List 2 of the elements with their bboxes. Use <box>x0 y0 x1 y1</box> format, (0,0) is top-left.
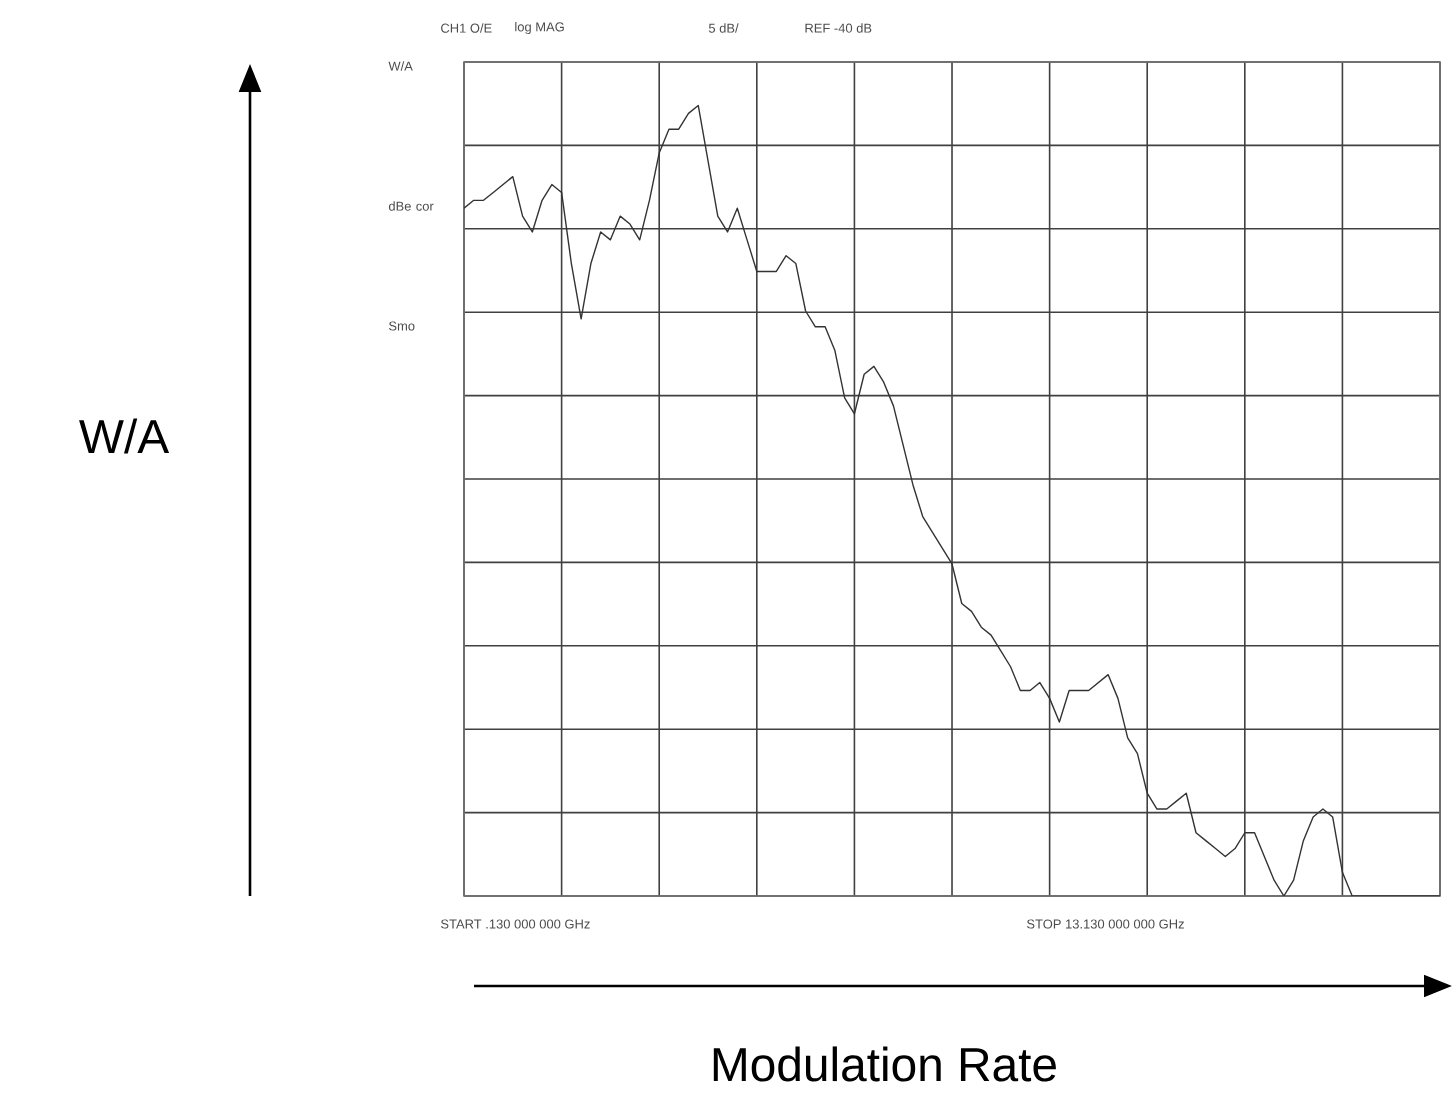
x-axis-title: Modulation Rate <box>713 1046 1056 1082</box>
text: W/A <box>79 418 170 454</box>
